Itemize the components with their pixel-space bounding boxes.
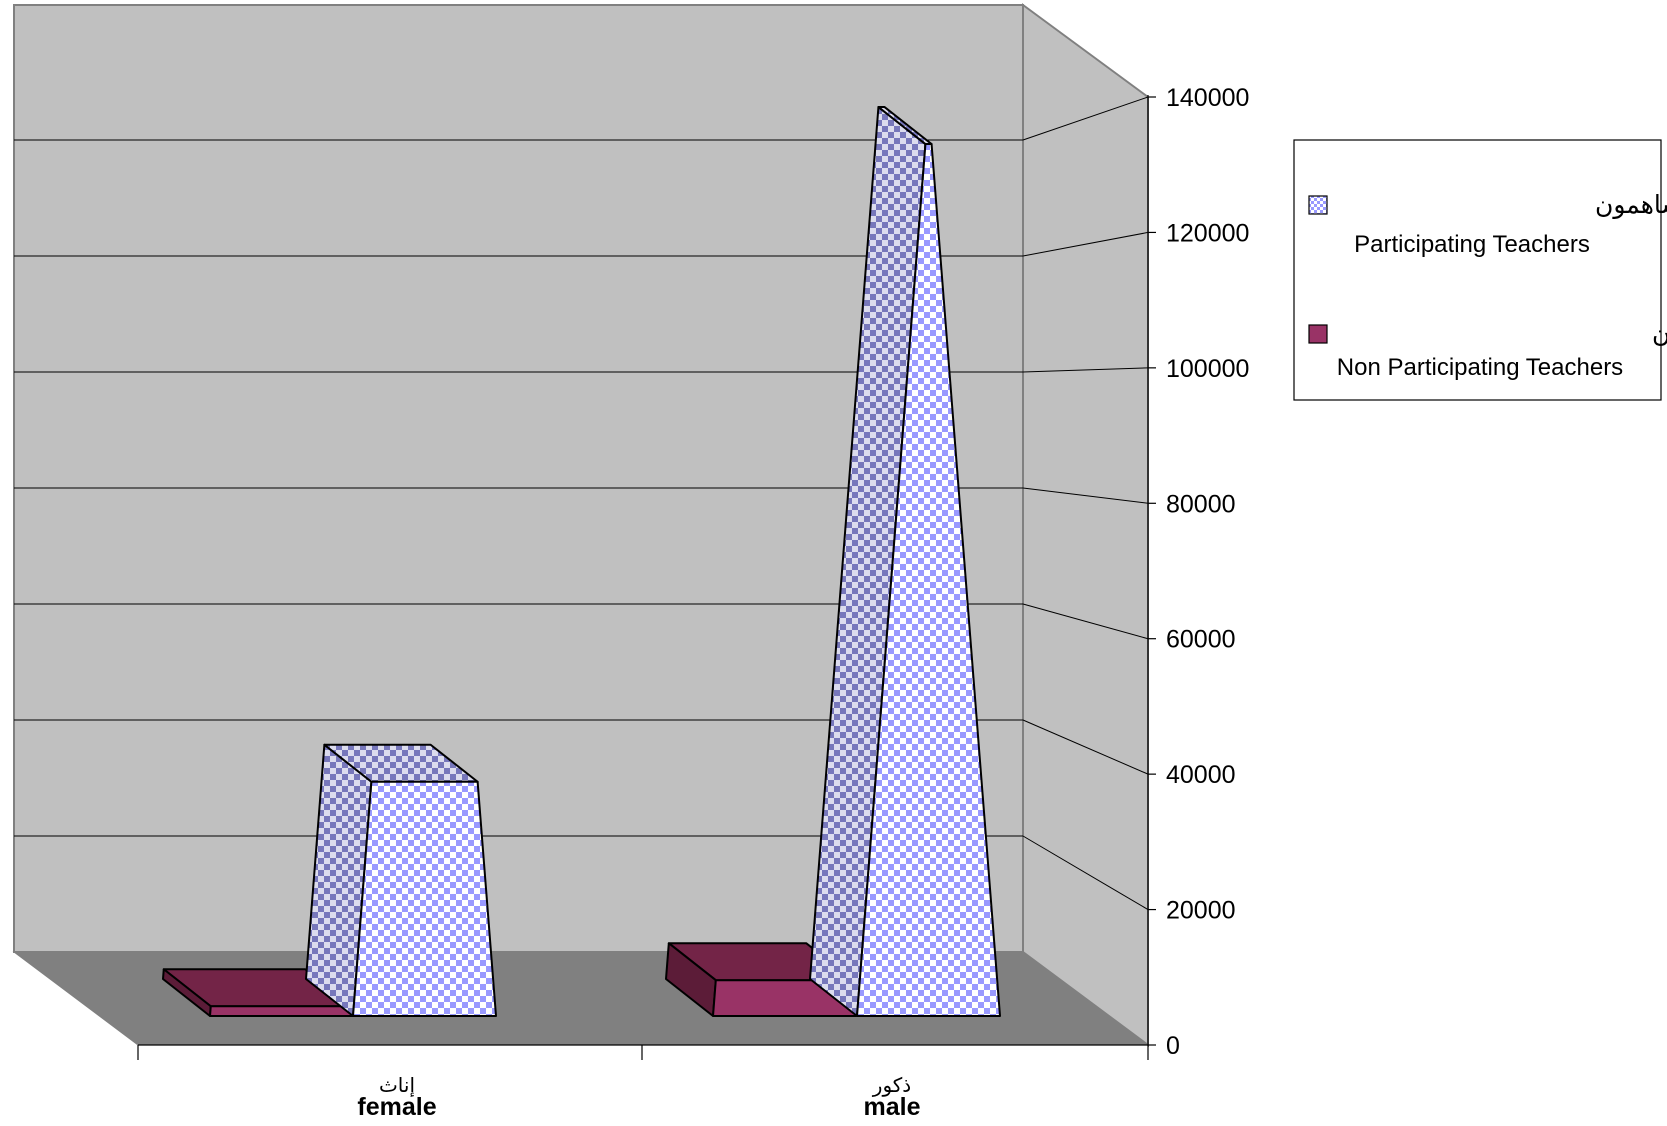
bar-participating [856, 143, 1001, 1017]
gridline-side [1022, 96, 1149, 141]
gridline-side [1022, 603, 1149, 640]
y-tick-label: 120000 [1166, 219, 1249, 247]
bar-non-participating [209, 1005, 354, 1017]
y-tick-label: 100000 [1166, 355, 1249, 383]
legend-box [1293, 139, 1662, 401]
x-category-label-en: female [357, 1093, 436, 1121]
bars [162, 106, 1001, 1017]
gridline-side [1022, 367, 1149, 373]
gridline-side [1022, 835, 1149, 911]
gridline-side [1022, 231, 1149, 257]
side-wall [1022, 3, 1149, 1047]
gridline-side [1022, 719, 1149, 775]
legend-label-non-participating-en: Non Participating Teachers [1337, 354, 1623, 381]
y-tick-label: 20000 [1166, 897, 1236, 925]
gridline-side [1022, 487, 1149, 504]
x-category-label-en: male [864, 1093, 921, 1121]
legend-label-participating-en: Participating Teachers [1354, 231, 1590, 258]
legend-swatch-participating [1308, 195, 1328, 215]
y-tick-label: 140000 [1166, 84, 1249, 112]
y-tick-label: 60000 [1166, 626, 1236, 654]
x-category-label-ar: ذكور [872, 1073, 911, 1097]
legend-label-non-participating-ar: المدرسون غير المساهمون [1652, 319, 1667, 348]
y-tick-label: 0 [1166, 1032, 1180, 1060]
legend-label-participating-ar: المدرسون المساهمون [1595, 190, 1667, 219]
y-tick-label: 80000 [1166, 490, 1236, 518]
y-axis: 0 20000 40000 60000 80000 100000 120000 140000 [137, 84, 1249, 1060]
bar-participating [352, 780, 497, 1017]
x-category-label-ar: إناث [379, 1073, 415, 1098]
legend: المدرسون المساهمون Participating Teacher… [1293, 139, 1667, 401]
legend-swatch-non-participating [1308, 324, 1328, 344]
y-tick-label: 40000 [1166, 761, 1236, 789]
